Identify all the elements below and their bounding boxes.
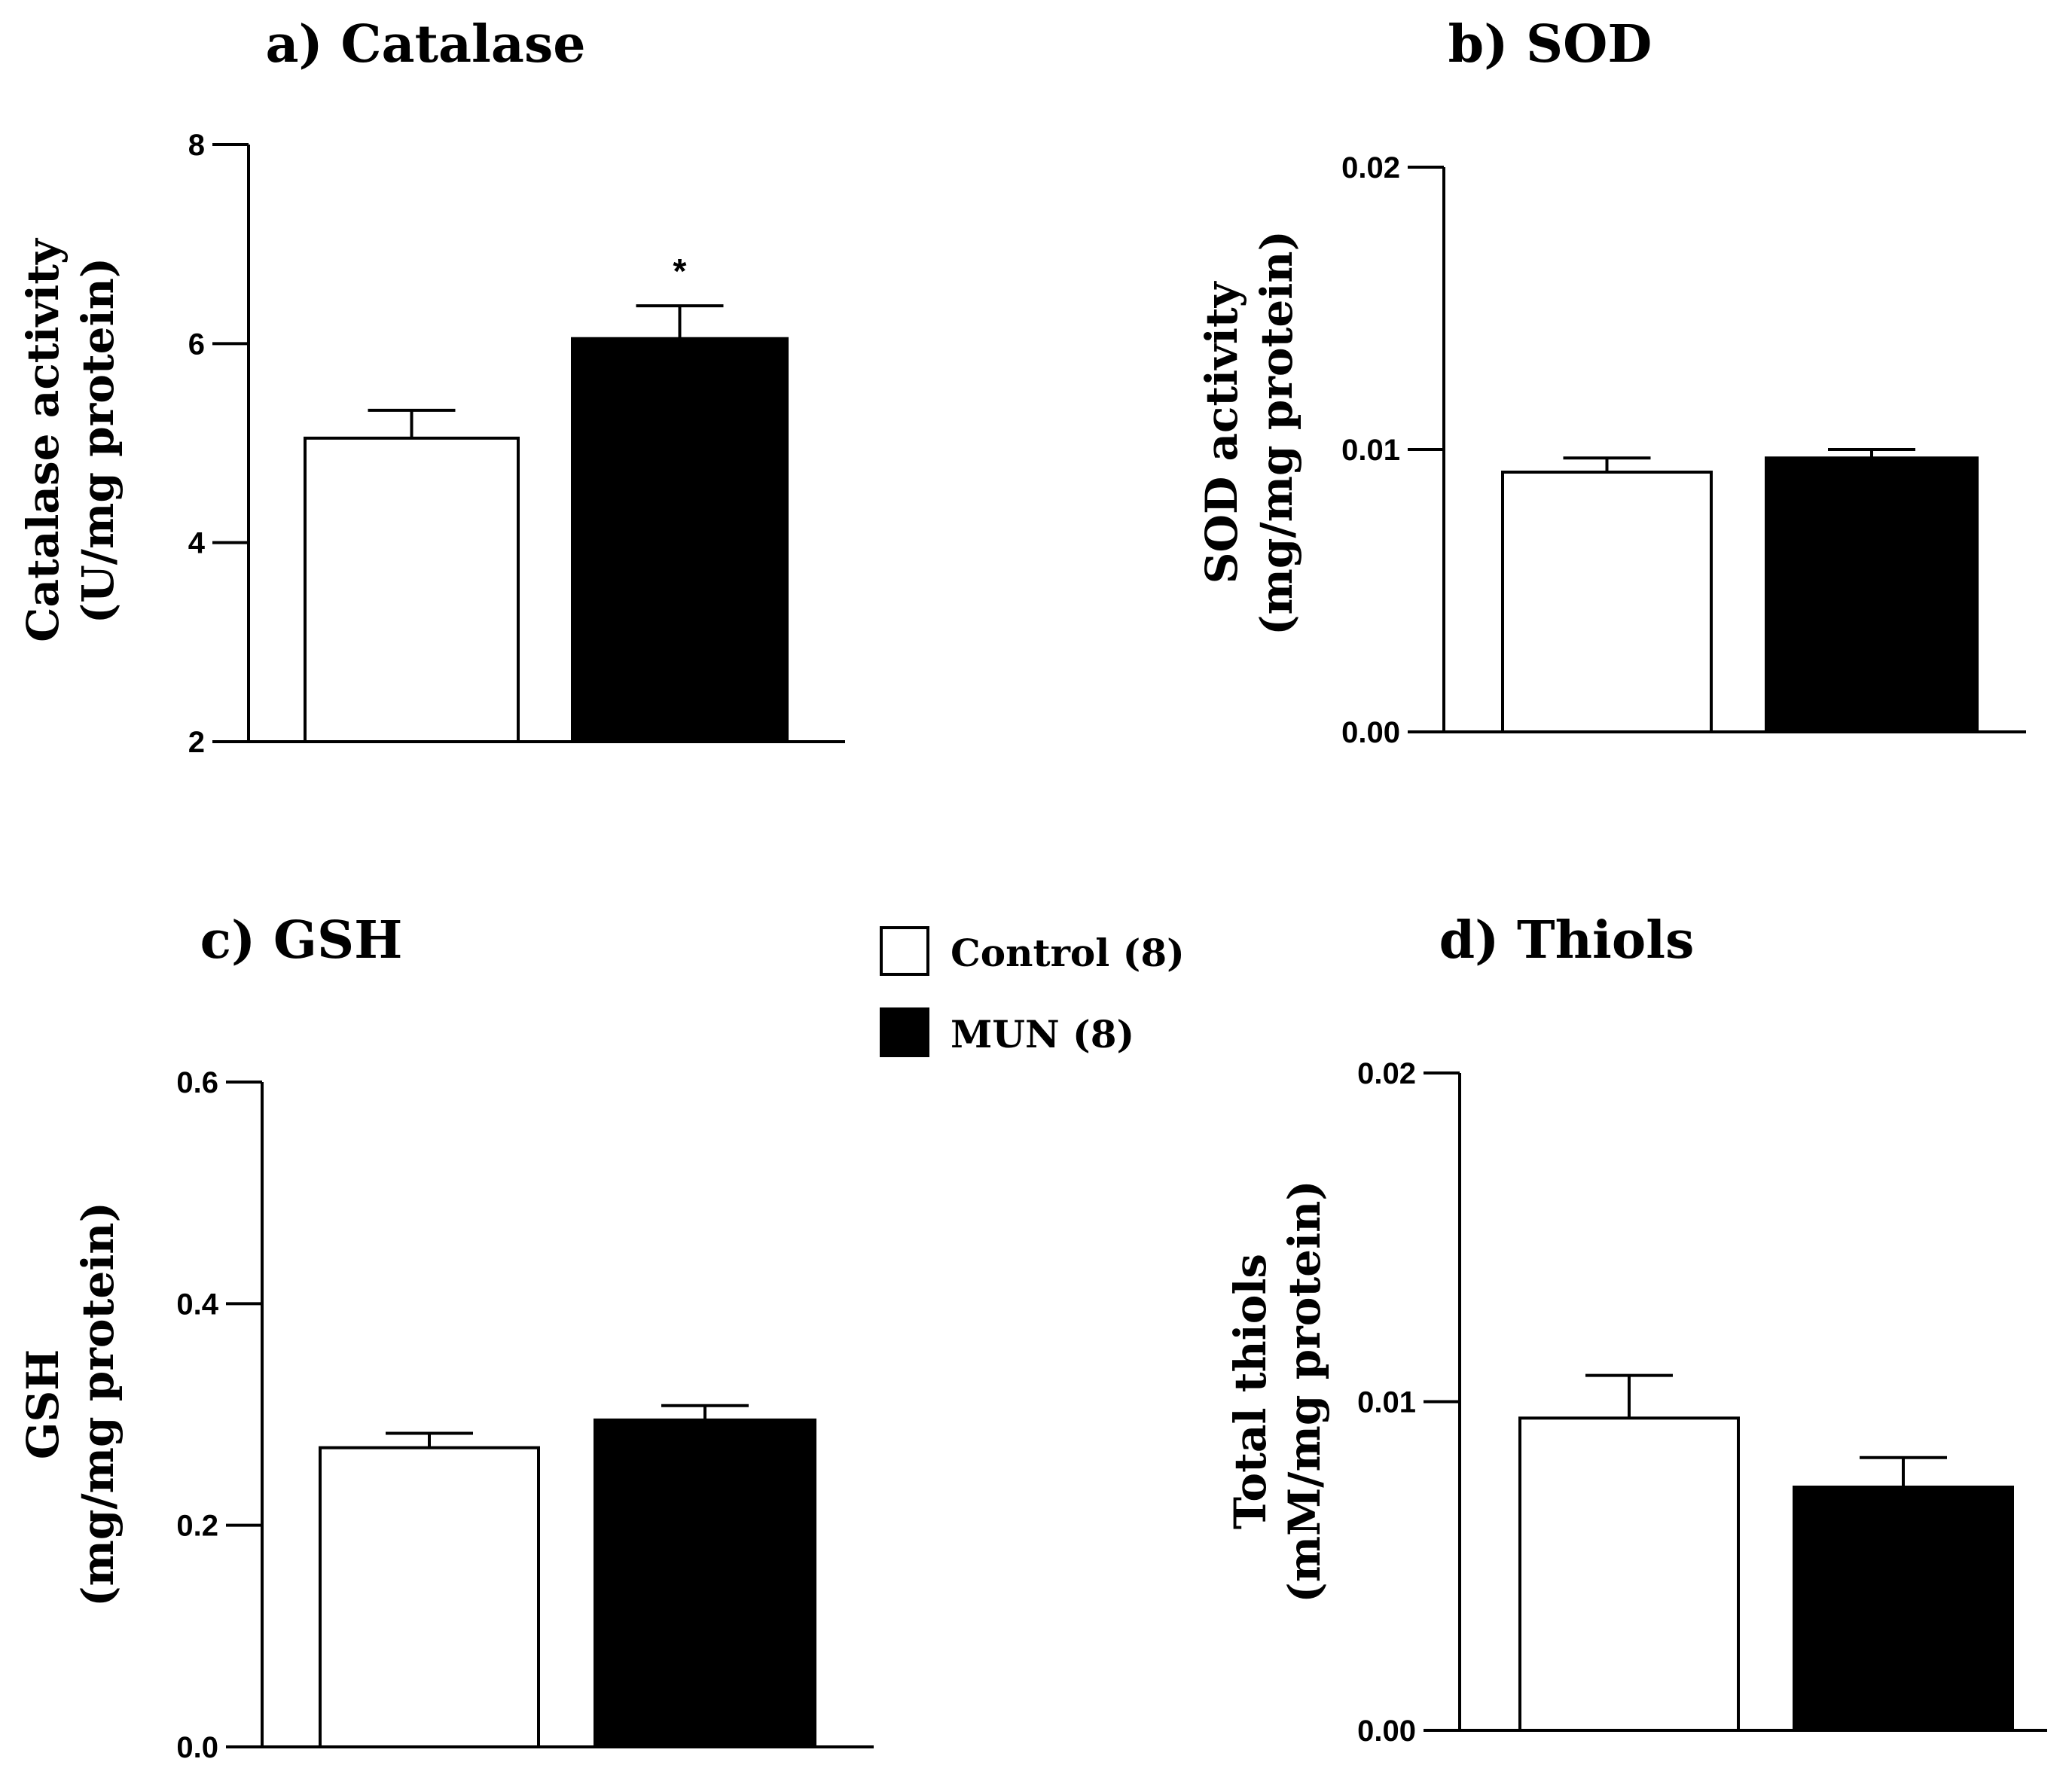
y-axis-label-line-1: Total thiols: [1225, 1254, 1276, 1529]
plot-area: 0.0 0.2 0.4 0.6: [176, 1066, 874, 1764]
y-tick-label: 0.01: [1341, 434, 1400, 467]
y-axis-label-line-1: Catalase activity: [17, 237, 69, 642]
panel-catalase: a) Catalase Catalase activity (U/mg prot…: [17, 14, 845, 759]
bar-mun: [1765, 456, 1979, 733]
panel-title: b) SOD: [1448, 14, 1652, 75]
y-axis-label-line-2: (U/mg protein): [72, 258, 124, 623]
y-tick-label: 0.6: [176, 1066, 218, 1099]
y-axis-label-line-2: (mg/mg protein): [72, 1202, 124, 1607]
y-tick-label: 6: [188, 328, 205, 361]
panel-title: d) Thiols: [1439, 910, 1695, 971]
bar-control: [319, 1446, 540, 1749]
bar-mun: [571, 337, 789, 744]
y-tick-label: 0.0: [176, 1731, 218, 1764]
legend-label-control: Control (8): [951, 931, 1185, 975]
y-tick-label: 0.00: [1357, 1715, 1416, 1748]
legend-label-mun: MUN (8): [951, 1012, 1134, 1056]
y-tick-label: 0.02: [1357, 1057, 1416, 1090]
bar-control: [1501, 471, 1713, 733]
y-tick-label: 8: [188, 129, 205, 162]
panel-gsh: c) GSH GSH (mg/mg protein) 0.0 0.2 0.4 0.6: [17, 910, 874, 1764]
y-axis-label-line-2: (mg/mg protein): [1251, 230, 1302, 636]
y-tick-label: 0.01: [1357, 1386, 1416, 1419]
y-tick-label: 0.4: [176, 1288, 218, 1321]
y-tick-label: 0.00: [1341, 716, 1400, 749]
plot-area: 0.00 0.01 0.02: [1341, 151, 2026, 749]
legend-swatch-control: [880, 926, 929, 976]
panel-thiols: d) Thiols Total thiols (mM/mg protein) 0…: [1225, 910, 2047, 1748]
panel-title: c) GSH: [200, 910, 403, 971]
y-axis-label-line-1: SOD activity: [1196, 280, 1247, 584]
significance-marker: *: [673, 251, 687, 291]
y-tick-label: 2: [188, 726, 205, 759]
bar-control: [1518, 1416, 1740, 1732]
y-axis-label-line-2: (mM/mg protein): [1279, 1180, 1330, 1602]
bar-control: [304, 436, 520, 743]
plot-area: 2 4 6 8 *: [188, 129, 845, 759]
legend: Control (8) MUN (8): [880, 926, 1185, 1057]
bar-mun: [594, 1418, 816, 1748]
bar-mun: [1793, 1485, 2014, 1732]
y-tick-label: 0.02: [1341, 151, 1400, 184]
plot-area: 0.00 0.01 0.02: [1357, 1057, 2047, 1748]
y-axis-label-line-1: GSH: [17, 1349, 69, 1459]
panel-title: a) Catalase: [266, 14, 586, 75]
y-tick-label: 4: [188, 527, 206, 560]
panel-sod: b) SOD SOD activity (mg/mg protein) 0.00…: [1196, 14, 2026, 749]
legend-swatch-mun: [880, 1007, 929, 1057]
y-tick-label: 0.2: [176, 1510, 218, 1543]
